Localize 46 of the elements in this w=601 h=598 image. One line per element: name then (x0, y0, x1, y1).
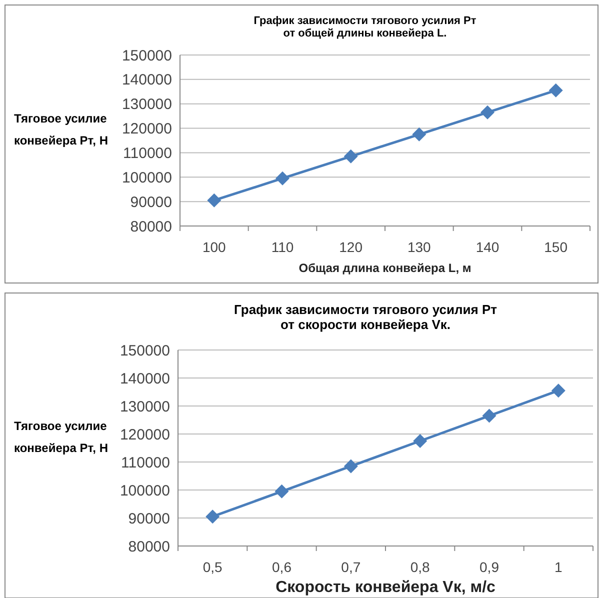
y-tick-label: 130000 (120, 398, 170, 416)
x-tick-label: 1 (554, 559, 563, 575)
y-tick-label: 140000 (120, 370, 170, 388)
point (276, 171, 290, 186)
x-tick-label: 100 (202, 239, 226, 255)
point (482, 408, 496, 423)
y-tick-label: 110000 (121, 454, 170, 472)
y-axis-title: Тяговое усилие конвейера Pт, Н (14, 112, 108, 148)
y-axis-title: Тяговое усилие конвейера Pт, Н (14, 419, 108, 455)
y-tick-label: 150000 (120, 342, 170, 360)
x-tick-label: 140 (476, 239, 500, 255)
chart-title: График зависимости тягового усилия Pт от общей длины конвейера L. (254, 15, 477, 40)
y-tick-label: 110000 (123, 144, 172, 162)
x-tick-label: 0,5 (202, 559, 223, 575)
y-tick-label: 140000 (122, 72, 172, 89)
y-tick-label: 90000 (128, 510, 170, 528)
y-tick-label: 100000 (122, 169, 172, 186)
x-tick-label: 0,6 (272, 559, 292, 575)
y-tick-label: 120000 (120, 426, 170, 444)
x-axis-title: Общая длина конвейера L, м (298, 261, 472, 275)
y-tick-label: 150000 (122, 47, 172, 64)
x-tick-label: 120 (339, 239, 363, 255)
point (207, 193, 222, 208)
y-tick-label: 90000 (130, 194, 172, 211)
x-tick-label: 130 (407, 239, 432, 255)
x-tick-label: 0,8 (410, 559, 430, 575)
x-axis-title: Скорость конвейера Vк, м/с (276, 579, 496, 596)
point (412, 127, 426, 142)
point (548, 83, 563, 98)
y-tick-label: 130000 (122, 96, 172, 114)
point (551, 384, 566, 398)
point (480, 105, 494, 120)
point (344, 149, 358, 164)
y-tick-label: 80000 (128, 538, 170, 556)
y-tick-label: 80000 (130, 218, 172, 236)
point (206, 510, 220, 524)
x-tick-label: 0,7 (341, 559, 361, 575)
x-tick-label: 110 (271, 239, 294, 255)
point (344, 459, 358, 474)
point (274, 484, 289, 498)
y-tick-label: 120000 (122, 120, 172, 138)
y-tick-label: 100000 (120, 482, 170, 500)
x-tick-label: 0,9 (480, 559, 500, 575)
chart-title: График зависимости тягового усилия Pт от скорости конвейера Vк. (234, 302, 497, 332)
point (413, 434, 428, 448)
x-tick-label: 150 (544, 239, 568, 255)
